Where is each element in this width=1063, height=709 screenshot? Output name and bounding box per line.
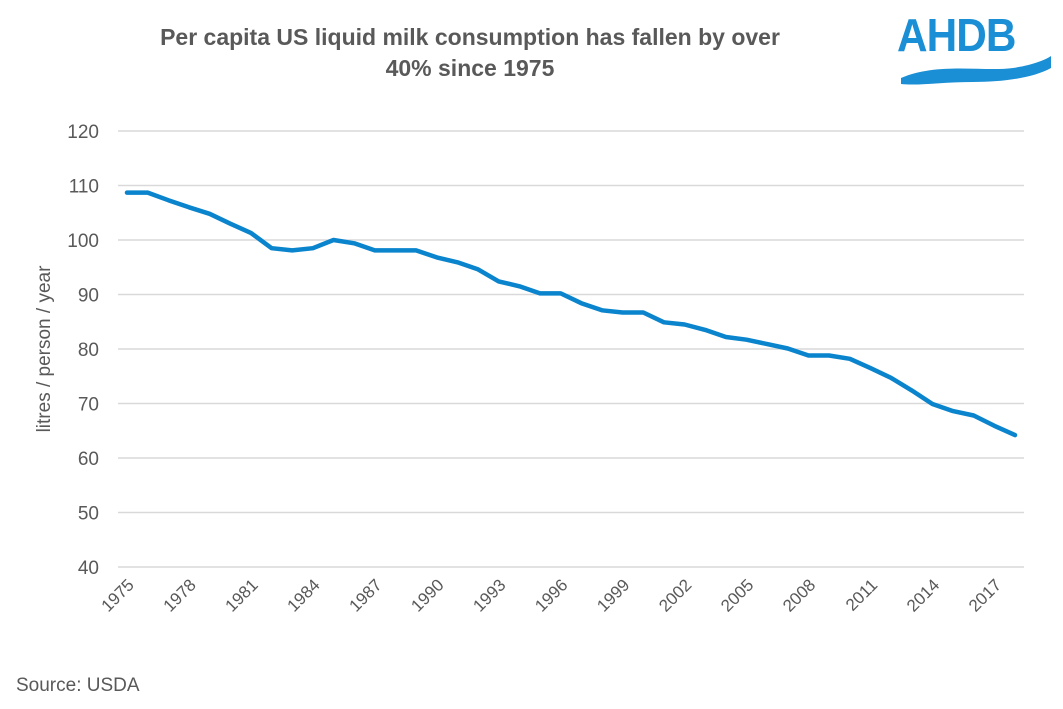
x-tick-label: 1975 [98,575,138,615]
y-axis-ticks: 40 50 60 70 80 90 100 110 120 [67,122,99,579]
x-tick-label: 1996 [531,575,571,615]
x-axis-ticks: 1975 1978 1981 1984 1987 1990 1993 1996 1999 2002… [98,575,1006,615]
x-tick-label: 2014 [903,575,943,615]
y-tick-label: 90 [78,286,99,307]
ahdb-logo: AHDB [893,9,1053,92]
logo-wave-icon [901,56,1051,85]
x-tick-label: 1981 [222,575,262,615]
gridlines [118,130,1024,568]
chart-title-line2: 40% since 1975 [385,55,555,81]
x-tick-label: 2002 [655,575,695,615]
x-tick-label: 1987 [345,575,385,615]
x-tick-label: 1999 [593,575,633,615]
x-tick-label: 2005 [717,575,757,615]
x-tick-label: 2008 [779,575,819,615]
y-tick-label: 70 [78,395,99,416]
y-tick-label: 100 [67,231,99,252]
y-tick-label: 80 [78,340,99,361]
y-tick-label: 50 [78,504,99,525]
series-group [124,190,1018,438]
logo-text: AHDB [897,9,1016,61]
chart-title: Per capita US liquid milk consumption ha… [30,22,910,84]
x-tick-label: 2011 [842,575,881,614]
x-tick-label: 2017 [965,575,1005,615]
y-tick-label: 40 [78,558,99,579]
y-tick-label: 120 [67,122,99,143]
series-line [124,190,1018,438]
x-tick-label: 1993 [469,575,509,615]
y-axis-label: litres / person / year [34,265,55,433]
x-tick-label: 1978 [160,575,200,615]
chart-title-line1: Per capita US liquid milk consumption ha… [160,24,780,50]
source-note: Source: USDA [16,675,140,696]
y-tick-label: 110 [69,177,99,198]
x-tick-label: 1990 [407,575,447,615]
x-tick-label: 1984 [284,575,324,615]
y-tick-label: 60 [78,449,99,470]
